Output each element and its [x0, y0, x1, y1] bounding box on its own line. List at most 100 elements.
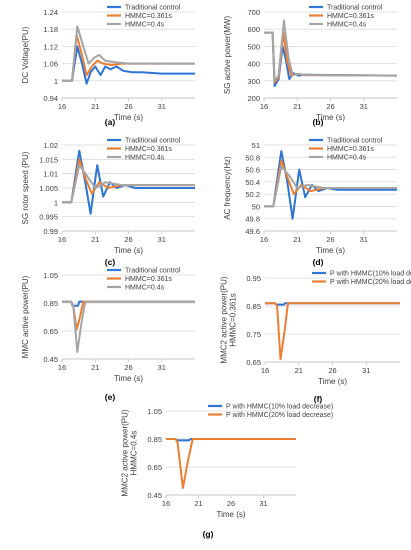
x-tick-label: 31: [362, 366, 370, 375]
x-tick-label: 21: [293, 102, 301, 111]
x-tick-label: 21: [194, 499, 202, 508]
y-tick-label: 0.85: [147, 435, 162, 444]
y-tick-label: 51: [252, 141, 260, 150]
y-tick-label: 0.85: [43, 299, 58, 308]
x-tick-label: 26: [227, 499, 235, 508]
legend-label: Traditional control: [327, 5, 383, 12]
legend-label: P with HMMC(20% load decrease): [330, 279, 411, 286]
series-line-2: [265, 302, 400, 361]
legend-label: Traditional control: [125, 268, 181, 275]
y-tick-label: 1.015: [39, 155, 58, 164]
y-tick-label: 50.6: [245, 166, 260, 175]
y-tick-label: 49.6: [245, 227, 260, 236]
x-axis-label: Time (s): [318, 377, 347, 386]
chart-panel-d: 49.6 49.8 50 50.2 50.4 50.6 50.8 51 16 21 26 31 Time…: [223, 138, 397, 267]
y-tick-label: 0.94: [43, 94, 58, 103]
x-axis-label: Time (s): [316, 113, 345, 122]
y-tick-label: 1: [54, 77, 58, 86]
panel-caption: (e): [105, 392, 116, 402]
x-tick-label: 26: [326, 235, 334, 244]
x-tick-label: 26: [328, 366, 336, 375]
y-tick-label: 1.05: [43, 271, 58, 280]
y-tick-label: 1.12: [43, 42, 58, 51]
legend-label: HMMC=0.361s: [327, 13, 374, 20]
x-tick-label: 31: [158, 235, 166, 244]
y-tick-label: 400: [247, 60, 260, 69]
y-tick-label: 0.99: [43, 227, 58, 236]
legend-label: P with HMMC(20% load decrease): [226, 412, 333, 419]
panel-caption: (b): [313, 117, 324, 127]
y-axis-label: MMC2 active power(PU): [121, 409, 130, 496]
y-tick-label: 500: [247, 42, 260, 51]
x-tick-label: 16: [260, 102, 268, 111]
y-tick-label: 1.05: [147, 407, 162, 416]
x-tick-label: 21: [293, 235, 301, 244]
y-tick-label: 1.005: [39, 184, 58, 193]
y-tick-label: 1.06: [43, 60, 58, 69]
x-tick-label: 16: [260, 235, 268, 244]
y-tick-label: 0.45: [147, 491, 162, 500]
x-tick-label: 16: [162, 499, 170, 508]
y-tick-label: 1.02: [43, 141, 58, 150]
legend-label: HMMC=0.4s: [327, 155, 367, 162]
series-line-3: [264, 19, 398, 82]
y-tick-label: 0.45: [43, 355, 58, 364]
x-tick-label: 31: [158, 363, 166, 372]
series-line-3: [62, 300, 195, 353]
legend-label: HMMC=0.361s: [327, 146, 374, 153]
y-axis-label: MMC active power(PU): [21, 275, 30, 358]
y-axis-label: HMMC=0.4s: [130, 431, 139, 476]
x-tick-label: 16: [58, 102, 66, 111]
y-tick-label: 0.85: [246, 302, 261, 311]
y-axis-label: SG rotor speed (PU): [21, 151, 30, 224]
chart-panel-g: 0.45 0.65 0.85 1.05 16 21 26 31 Time (s) MMC2 act…: [121, 404, 334, 539]
x-axis-label: Time (s): [316, 246, 345, 255]
y-tick-label: 0.65: [246, 358, 261, 367]
chart-panel-b: 200 300 400 500 600 700 16 21 26 31 Time (s) SG act…: [223, 5, 398, 127]
x-tick-label: 31: [259, 499, 267, 508]
panel-caption: (c): [105, 257, 116, 267]
y-axis-label: MMC2 active power(PU): [220, 276, 229, 363]
x-tick-label: 16: [261, 366, 269, 375]
y-tick-label: 50.8: [245, 153, 260, 162]
y-tick-label: 200: [247, 94, 260, 103]
x-axis-label: Time (s): [114, 374, 143, 383]
y-tick-label: 50.2: [245, 190, 260, 199]
y-tick-label: 0.65: [43, 327, 58, 336]
x-tick-label: 31: [360, 235, 368, 244]
series-line-2: [264, 159, 397, 208]
legend-label: HMMC=0.361s: [125, 276, 172, 283]
x-tick-label: 21: [91, 363, 99, 372]
y-tick-label: 600: [247, 25, 260, 34]
x-tick-label: 31: [158, 102, 166, 111]
y-tick-label: 49.8: [245, 215, 260, 224]
x-axis-label: Time (s): [114, 113, 143, 122]
series-line-2: [62, 158, 195, 204]
chart-panel-c: 0.99 0.995 1 1.005 1.01 1.015 1.02 16 21 26 31 Time…: [21, 138, 195, 267]
x-tick-label: 21: [91, 235, 99, 244]
x-tick-label: 26: [124, 363, 132, 372]
legend-label: Traditional control: [125, 138, 181, 145]
x-tick-label: 16: [58, 363, 66, 372]
y-tick-label: 50.4: [245, 178, 260, 187]
y-tick-label: 0.995: [39, 213, 58, 222]
legend-label: HMMC=0.4s: [125, 22, 165, 29]
series-line-1: [62, 45, 195, 85]
y-tick-label: 300: [247, 77, 260, 86]
x-tick-label: 26: [326, 102, 334, 111]
y-axis-label: HMMC=0.361s: [229, 293, 238, 347]
x-tick-label: 21: [295, 366, 303, 375]
y-tick-label: 700: [247, 8, 260, 17]
series-line-2: [166, 438, 296, 489]
y-tick-label: 1.01: [43, 170, 58, 179]
series-line-3: [264, 165, 397, 208]
legend-label: HMMC=0.4s: [125, 155, 165, 162]
legend-label: P with HMMC(10% load decrease): [226, 404, 333, 411]
y-tick-label: 1.18: [43, 25, 58, 34]
legend-label: P with HMMC(10% load decrease): [330, 271, 411, 278]
chart-panel-f: 0.65 0.75 0.85 0.95 16 21 26 31 Time (s) MMC2 act…: [220, 271, 411, 404]
y-axis-label: SG active power(MW): [223, 16, 232, 95]
x-tick-label: 26: [124, 102, 132, 111]
y-tick-label: 50: [252, 202, 260, 211]
